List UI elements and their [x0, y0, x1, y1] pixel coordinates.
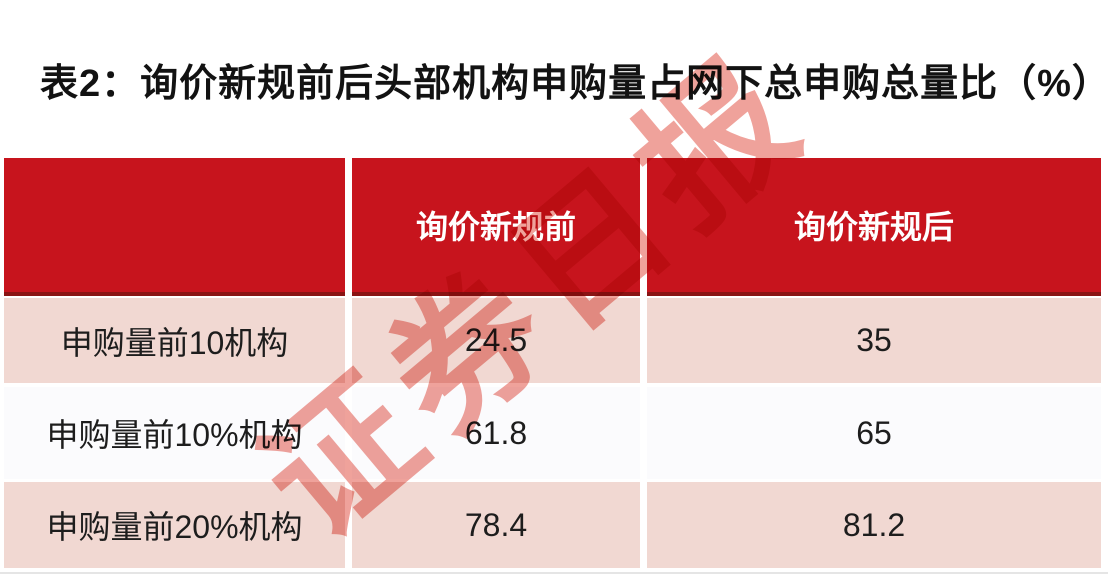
header-cell-blank: [4, 158, 345, 296]
value-after: 35: [647, 298, 1101, 383]
header-cell-before: 询价新规前: [352, 158, 640, 296]
value-before: 24.5: [352, 298, 640, 383]
table-row: 申购量前20%机构 78.4 81.2: [4, 482, 1101, 568]
table-row: 申购量前10%机构 61.8 65: [4, 387, 1101, 479]
header-cell-after: 询价新规后: [647, 158, 1101, 296]
value-after: 81.2: [647, 482, 1101, 568]
value-after: 65: [647, 387, 1101, 479]
row-label: 申购量前20%机构: [4, 482, 345, 568]
bottom-divider: [0, 572, 1108, 574]
data-table: 询价新规前 询价新规后 申购量前10机构 24.5 35 申购量前10%机构 6…: [4, 158, 1101, 568]
row-label: 申购量前10机构: [4, 298, 345, 383]
value-before: 78.4: [352, 482, 640, 568]
table-header-row: 询价新规前 询价新规后: [4, 158, 1101, 296]
page-title: 表2：询价新规前后头部机构申购量占网下总申购总量比（%）: [40, 63, 1108, 105]
value-before: 61.8: [352, 387, 640, 479]
table-row: 申购量前10机构 24.5 35: [4, 298, 1101, 383]
row-label: 申购量前10%机构: [4, 387, 345, 479]
